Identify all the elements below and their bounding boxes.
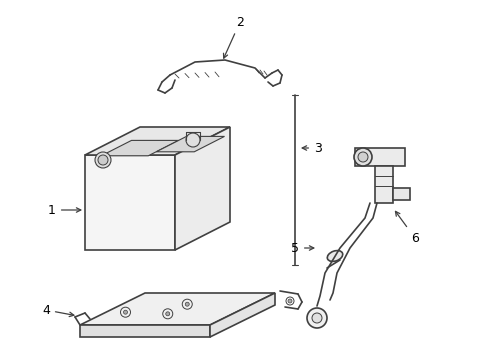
Polygon shape — [80, 293, 274, 325]
Circle shape — [165, 312, 169, 316]
Text: 1: 1 — [48, 203, 81, 216]
Circle shape — [306, 308, 326, 328]
Text: 2: 2 — [223, 15, 244, 58]
Circle shape — [95, 152, 111, 168]
Circle shape — [98, 155, 108, 165]
Circle shape — [185, 133, 200, 147]
Polygon shape — [156, 136, 224, 152]
Text: 4: 4 — [42, 303, 74, 316]
Polygon shape — [392, 188, 409, 200]
Text: 3: 3 — [302, 141, 321, 154]
Polygon shape — [209, 293, 274, 337]
Text: 6: 6 — [395, 211, 418, 244]
Text: 5: 5 — [290, 242, 313, 255]
Polygon shape — [175, 127, 229, 250]
Circle shape — [287, 299, 291, 303]
Polygon shape — [85, 155, 175, 250]
Circle shape — [357, 152, 367, 162]
Ellipse shape — [326, 251, 342, 261]
Circle shape — [353, 148, 371, 166]
Circle shape — [185, 302, 189, 306]
Polygon shape — [80, 325, 209, 337]
Circle shape — [123, 310, 127, 314]
Polygon shape — [354, 148, 404, 166]
Circle shape — [311, 313, 321, 323]
Polygon shape — [374, 166, 392, 203]
Polygon shape — [101, 140, 178, 156]
Polygon shape — [85, 127, 229, 155]
